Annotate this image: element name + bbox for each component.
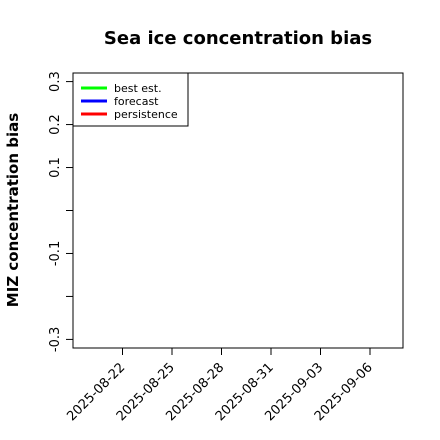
legend-label-forecast: forecast xyxy=(114,95,159,108)
y-tick-label: 0.1 xyxy=(48,157,63,178)
chart-title: Sea ice concentration bias xyxy=(104,28,372,49)
y-tick-label: -0.1 xyxy=(48,241,63,266)
legend-label-best-est: best est. xyxy=(114,82,162,95)
y-tick-label: 0.3 xyxy=(48,71,63,92)
legend-label-persistence: persistence xyxy=(114,108,178,121)
y-axis: 0.3 0.2 0.1 -0.1 -0.3 xyxy=(48,71,73,352)
legend: best est. forecast persistence xyxy=(72,72,189,127)
y-axis-label: MIZ concentration bias xyxy=(4,113,22,307)
x-axis: 2025-08-222025-08-252025-08-282025-08-31… xyxy=(64,348,376,424)
y-tick-label: -0.3 xyxy=(48,327,63,352)
y-tick-label: 0.2 xyxy=(48,114,63,135)
